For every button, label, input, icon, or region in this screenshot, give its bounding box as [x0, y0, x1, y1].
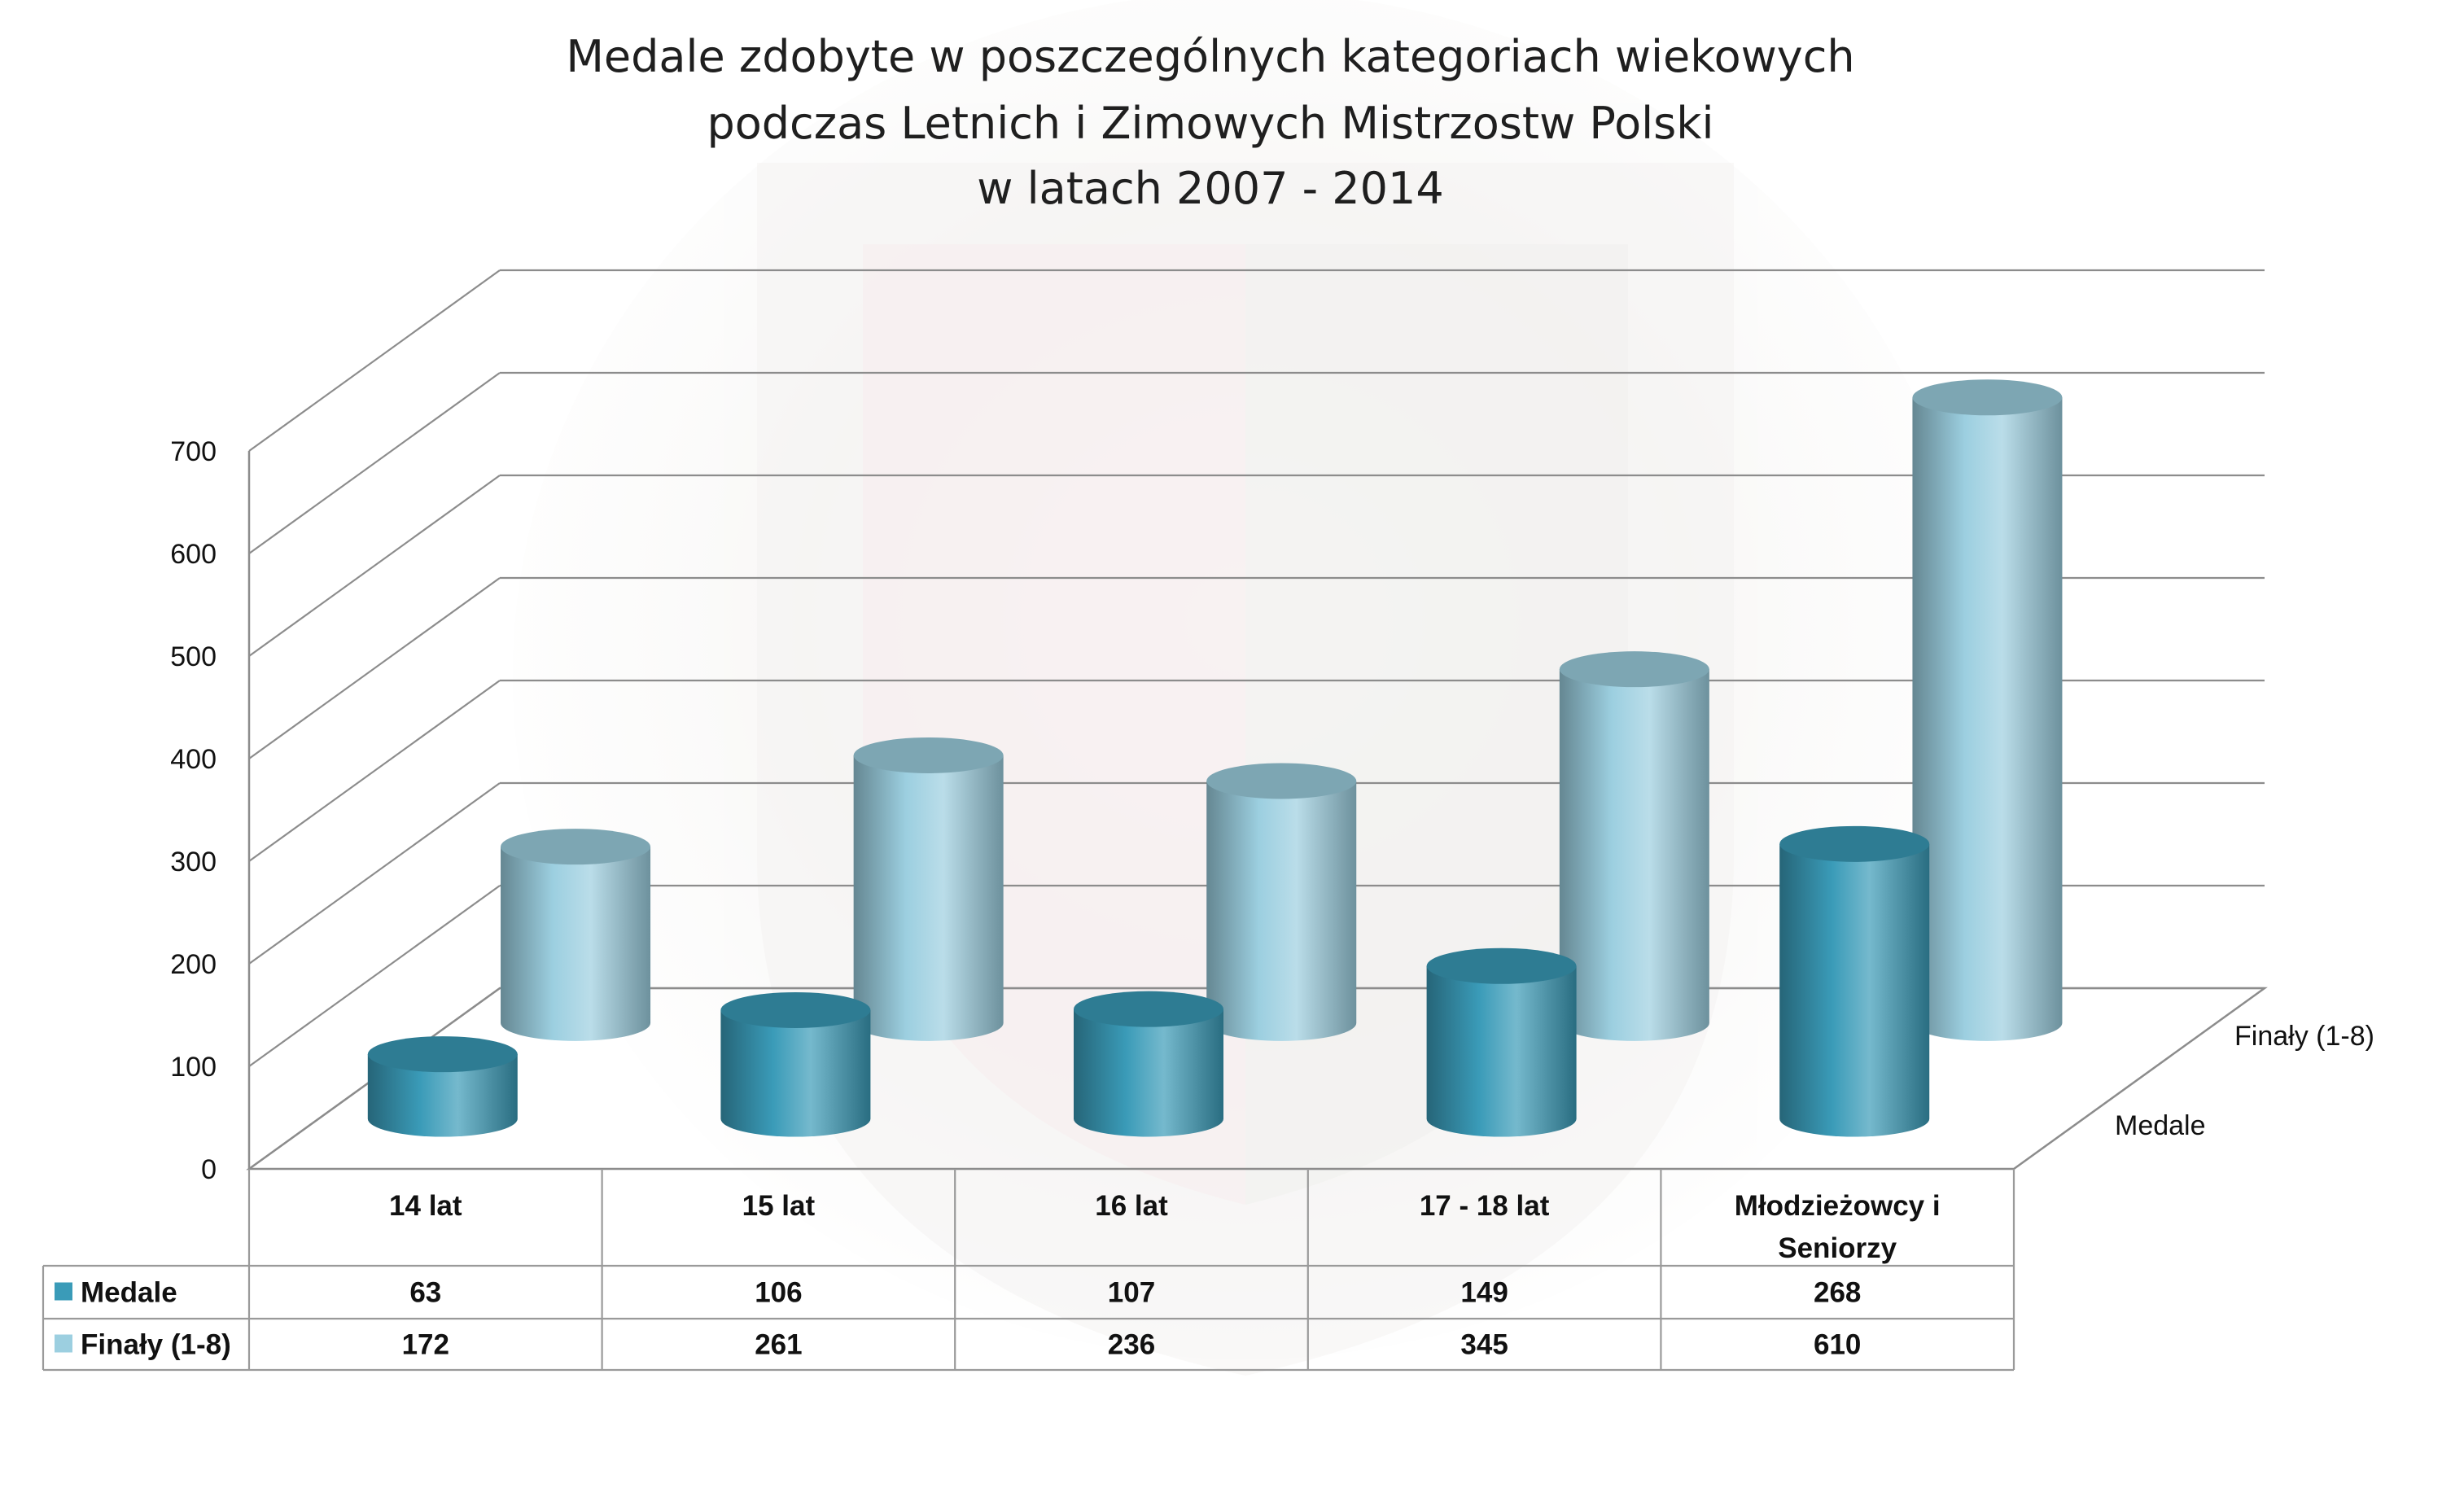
- table-value-cell: 106: [755, 1277, 802, 1309]
- bar-finaly-body: [501, 847, 651, 1041]
- y-tick-label: 0: [201, 1154, 217, 1185]
- table-category-label: 16 lat: [1095, 1190, 1168, 1222]
- depth-label-finaly: Finały (1-8): [2234, 1021, 2374, 1052]
- table-value-cell: 345: [1460, 1329, 1508, 1361]
- y-tick-label: 100: [170, 1052, 217, 1083]
- table-category-label: 17 - 18 lat: [1420, 1190, 1550, 1222]
- bar-finaly-top: [501, 829, 651, 865]
- gridline-side: [248, 269, 501, 452]
- bar-medale: [1779, 825, 1930, 1137]
- bar-medale-top: [1426, 947, 1577, 984]
- bar-medale-body: [1426, 965, 1577, 1137]
- table-value-cell: 107: [1108, 1277, 1155, 1309]
- chart-title-line: w latach 2007 - 2014: [977, 163, 1443, 214]
- chart-title-line: Medale zdobyte w poszczególnych kategori…: [566, 31, 1854, 82]
- bar-finaly-body: [1559, 669, 1709, 1041]
- bar-finaly: [853, 737, 1004, 1041]
- y-axis-ticks: 0 100 200 300 400 500 600 700: [170, 436, 217, 1185]
- gridline-side: [248, 475, 501, 657]
- gridline-side: [248, 782, 501, 965]
- table-value-cell: 63: [409, 1277, 441, 1309]
- bar-finaly: [501, 829, 651, 1041]
- depth-label-medale: Medale: [2115, 1110, 2206, 1141]
- table-category-label: 15 lat: [742, 1190, 816, 1222]
- table-value-cell: 261: [755, 1329, 802, 1361]
- table-value-cell: 610: [1814, 1329, 1861, 1361]
- bar-medale-top: [1074, 991, 1223, 1027]
- table-category-label: Seniorzy: [1778, 1232, 1897, 1264]
- bar-finaly-top: [1912, 379, 2063, 416]
- y-tick-label: 300: [170, 847, 217, 877]
- bar-finaly-top: [1206, 763, 1357, 799]
- y-tick-label: 700: [170, 436, 217, 467]
- legend-series-name: Medale: [81, 1277, 177, 1309]
- bar-finaly-body: [1206, 781, 1357, 1041]
- gridline-side: [248, 680, 501, 862]
- legend-key: [55, 1282, 72, 1301]
- y-tick-label: 200: [170, 949, 217, 980]
- bar-medale: [1426, 947, 1577, 1137]
- bar-medale: [1074, 991, 1223, 1137]
- legend-key: [55, 1334, 72, 1353]
- bar-finaly-top: [853, 737, 1004, 773]
- gridline-side: [248, 885, 501, 1067]
- legend-series-name: Finały (1-8): [81, 1329, 231, 1361]
- table-value-cell: 268: [1814, 1277, 1861, 1309]
- bar-finaly: [1559, 651, 1709, 1041]
- table-value-cell: 236: [1108, 1329, 1155, 1361]
- bar-medale-body: [1779, 843, 1930, 1137]
- table-category-label: 14 lat: [389, 1190, 462, 1222]
- depth-axis-labels: Finały (1-8) Medale: [2115, 1021, 2374, 1141]
- bar-finaly-top: [1559, 651, 1709, 688]
- gridline-side: [248, 372, 501, 554]
- bar-finaly-body: [1912, 397, 2063, 1041]
- bar-medale-body: [1074, 1009, 1223, 1137]
- y-tick-label: 400: [170, 744, 217, 775]
- y-tick-label: 500: [170, 641, 217, 672]
- series-finaly-bars: [501, 379, 2063, 1041]
- bar-medale-body: [367, 1054, 518, 1137]
- chart-title-line: podczas Letnich i Zimowych Mistrzostw Po…: [707, 98, 1713, 149]
- bar-finaly: [1912, 379, 2063, 1041]
- bar-finaly-body: [853, 755, 1004, 1041]
- series-medale-bars: [367, 825, 1930, 1137]
- bar-medale-top: [1779, 825, 1930, 862]
- bar-finaly: [1206, 763, 1357, 1041]
- chart-title: Medale zdobyte w poszczególnych kategori…: [566, 31, 1854, 214]
- data-table: 14 lat 15 lat 16 lat 17 - 18 lat Młodzieżowc…: [42, 1169, 2015, 1372]
- y-tick-label: 600: [170, 539, 217, 570]
- bar-medale: [367, 1036, 518, 1137]
- bar-medale-body: [720, 1009, 871, 1137]
- table-category-label: Młodzieżowcy i: [1735, 1190, 1941, 1222]
- bar-medale-top: [720, 991, 871, 1028]
- gridline-side: [248, 577, 501, 759]
- bar-medale: [720, 991, 871, 1137]
- bar-medale-top: [367, 1036, 518, 1073]
- table-value-cell: 172: [402, 1329, 449, 1361]
- table-value-cell: 149: [1460, 1277, 1508, 1309]
